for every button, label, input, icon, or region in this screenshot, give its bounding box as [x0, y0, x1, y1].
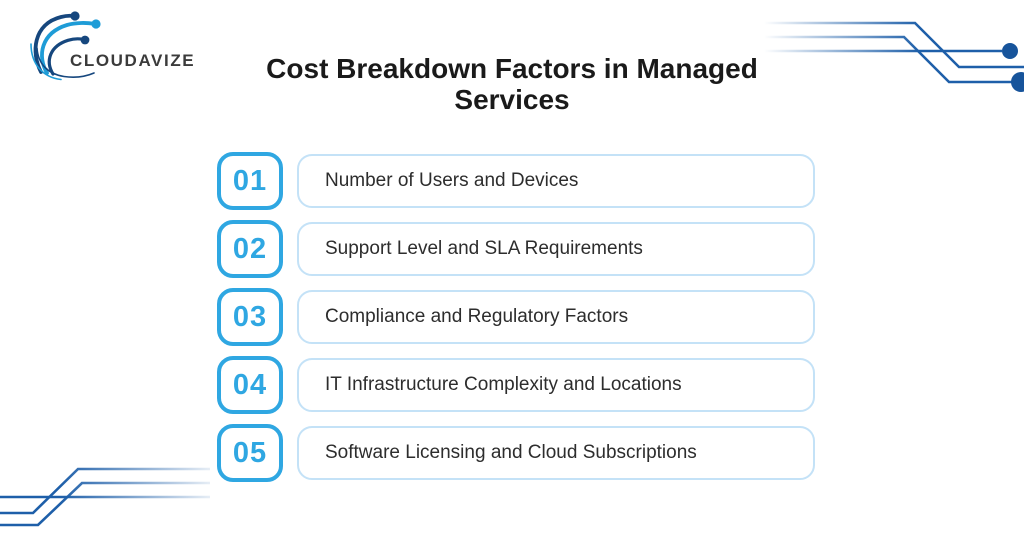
- item-label-box: Support Level and SLA Requirements: [297, 222, 815, 276]
- list-item: 01 Number of Users and Devices: [217, 152, 815, 210]
- item-number-badge: 01: [217, 152, 283, 210]
- cloudavize-swoosh-icon: [30, 11, 101, 81]
- item-number-badge: 05: [217, 424, 283, 482]
- brand-name: CLOUDAVIZE: [70, 51, 196, 70]
- item-label: Support Level and SLA Requirements: [325, 238, 643, 259]
- item-label-box: IT Infrastructure Complexity and Locatio…: [297, 358, 815, 412]
- circuit-lines-top-right-icon: [764, 21, 1024, 92]
- item-label: Number of Users and Devices: [325, 170, 579, 191]
- circuit-lines-bottom-left-icon: [0, 467, 210, 527]
- item-label: Software Licensing and Cloud Subscriptio…: [325, 442, 697, 463]
- page-title: Cost Breakdown Factors in Managed Servic…: [266, 53, 758, 115]
- item-label-box: Software Licensing and Cloud Subscriptio…: [297, 426, 815, 480]
- list-item: 04 IT Infrastructure Complexity and Loca…: [217, 356, 815, 414]
- item-number-badge: 04: [217, 356, 283, 414]
- item-label-box: Number of Users and Devices: [297, 154, 815, 208]
- item-label: Compliance and Regulatory Factors: [325, 306, 629, 327]
- list-item: 03 Compliance and Regulatory Factors: [217, 288, 815, 346]
- factor-list: 01 Number of Users and Devices 02 Suppor…: [217, 152, 815, 492]
- item-number-badge: 02: [217, 220, 283, 278]
- list-item: 05 Software Licensing and Cloud Subscrip…: [217, 424, 815, 482]
- item-label-box: Compliance and Regulatory Factors: [297, 290, 815, 344]
- cloudavize-logo: CLOUDAVIZE: [28, 8, 208, 81]
- item-number-badge: 03: [217, 288, 283, 346]
- item-label: IT Infrastructure Complexity and Locatio…: [325, 374, 682, 395]
- list-item: 02 Support Level and SLA Requirements: [217, 220, 815, 278]
